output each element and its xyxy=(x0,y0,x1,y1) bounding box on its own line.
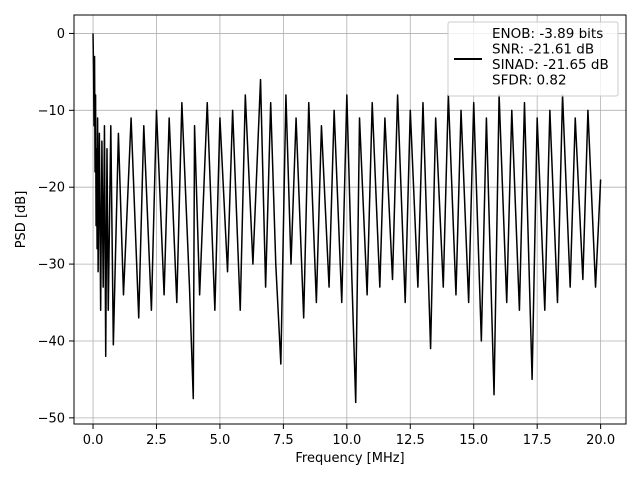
x-tick-label: 10.0 xyxy=(332,433,361,448)
x-axis: 0.0 2.5 5.0 7.5 10.0 12.5 15.0 17.5 20.0 xyxy=(83,424,615,448)
x-tick-label: 17.5 xyxy=(523,433,552,448)
legend-entry: SNR: -21.61 dB xyxy=(492,42,594,58)
legend-entry: SFDR: 0.82 xyxy=(492,73,567,89)
legend-entry: ENOB: -3.89 bits xyxy=(492,26,603,42)
x-tick-label: 12.5 xyxy=(396,433,425,448)
x-tick-label: 0.0 xyxy=(83,433,104,448)
y-tick-label: −20 xyxy=(38,181,65,196)
x-tick-label: 20.0 xyxy=(586,433,615,448)
axes-frame xyxy=(73,14,627,425)
y-tick-label: −30 xyxy=(38,258,65,273)
y-tick-label: −40 xyxy=(38,334,65,349)
y-tick-label: −10 xyxy=(38,104,65,119)
y-tick-label: −50 xyxy=(38,411,65,426)
y-axis-label: PSD [dB] xyxy=(14,191,29,249)
plot-area xyxy=(92,33,602,404)
y-tick-label: 0 xyxy=(57,27,65,42)
legend-box xyxy=(447,21,619,97)
x-tick-label: 2.5 xyxy=(146,433,167,448)
x-tick-label: 7.5 xyxy=(273,433,294,448)
psd-series-line xyxy=(92,33,602,404)
x-tick-label: 5.0 xyxy=(210,433,231,448)
x-tick-label: 15.0 xyxy=(459,433,488,448)
x-axis-label: Frequency [MHz] xyxy=(295,451,404,466)
legend-entry: SINAD: -21.65 dB xyxy=(492,57,609,73)
y-axis: 0 −10 −20 −30 −40 −50 xyxy=(38,27,74,426)
